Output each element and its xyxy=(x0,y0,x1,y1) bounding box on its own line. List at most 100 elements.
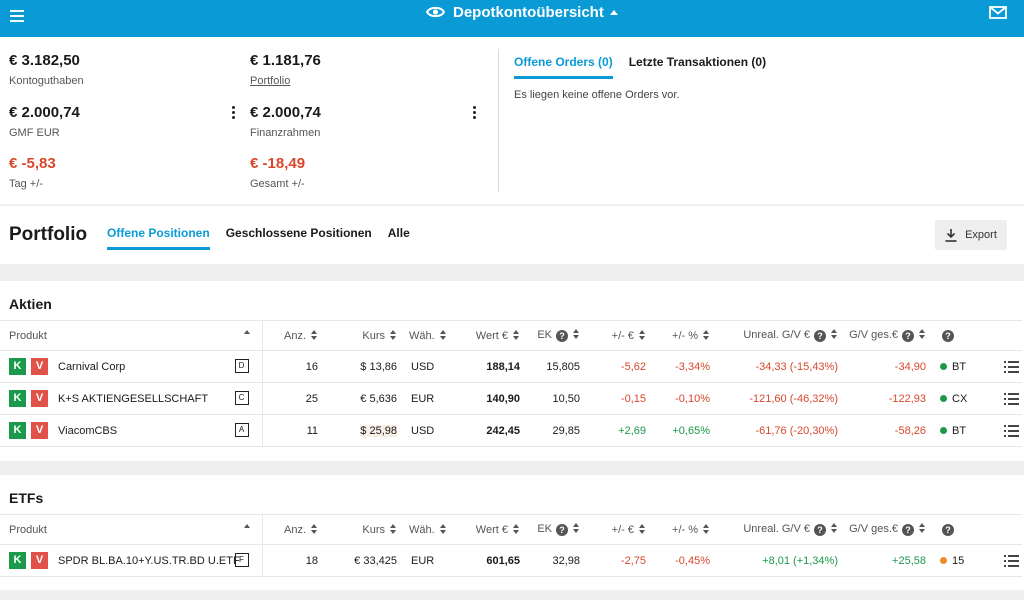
buy-button[interactable]: K xyxy=(9,358,26,375)
buy-button[interactable]: K xyxy=(9,390,26,407)
export-button[interactable]: Export xyxy=(935,220,1007,250)
hamburger-icon[interactable] xyxy=(8,6,28,30)
orders-tabs: Offene Orders (0) Letzte Transaktionen (… xyxy=(514,55,782,79)
buy-button[interactable]: K xyxy=(9,552,26,569)
product-name[interactable]: ViacomCBS xyxy=(58,424,118,437)
cell-plus-minus-pct: -0,45% xyxy=(652,544,716,577)
finanzrahmen-more-icon[interactable] xyxy=(471,106,477,122)
table-row[interactable]: K V ViacomCBS A 11 $ 25,98 USD 242,45 29,85… xyxy=(0,414,1022,447)
column-header-kurs[interactable]: Kurs xyxy=(324,514,403,545)
list-menu-icon[interactable] xyxy=(1004,360,1019,373)
cell-waehrung: USD xyxy=(403,414,454,447)
cell-kurs: € 33,425 xyxy=(324,544,403,577)
help-icon: ? xyxy=(556,330,568,342)
total-change-label: Gesamt +/- xyxy=(250,178,305,190)
download-icon xyxy=(945,228,957,242)
table-row[interactable]: K V K+S AKTIENGESELLSCHAFT C 25 € 5,636 EUR… xyxy=(0,382,1022,415)
cell-ek: 29,85 xyxy=(526,414,586,447)
gmf-more-icon[interactable] xyxy=(230,106,236,122)
portfolio-tabs: Offene Positionen Geschlossene Positione… xyxy=(107,226,426,250)
column-header-plus-minus-pct[interactable]: +/- % xyxy=(652,320,716,351)
cell-plus-minus-eur: +2,69 xyxy=(586,414,652,447)
tab-recent-transactions[interactable]: Letzte Transaktionen (0) xyxy=(628,55,767,69)
help-icon: ? xyxy=(902,330,914,342)
tab-open-orders[interactable]: Offene Orders (0) xyxy=(514,55,613,79)
empty-orders-message: Es liegen keine offene Orders vor. xyxy=(514,89,680,101)
finanzrahmen-label: Finanzrahmen xyxy=(250,127,321,139)
product-name[interactable]: K+S AKTIENGESELLSCHAFT xyxy=(58,392,209,405)
cell-kurs: $ 25,98 xyxy=(324,414,403,447)
help-icon: ? xyxy=(942,524,954,536)
cell-ek: 32,98 xyxy=(526,544,586,577)
cell-kurs: $ 13,86 xyxy=(324,350,403,383)
column-header-wert[interactable]: Wert € xyxy=(454,320,526,351)
row-menu[interactable] xyxy=(1004,382,1022,415)
cell-exchange: 15 xyxy=(932,544,1004,577)
row-menu[interactable] xyxy=(1004,350,1022,383)
cell-waehrung: EUR xyxy=(403,544,454,577)
mail-icon[interactable] xyxy=(989,6,1007,19)
column-header-gv-ges[interactable]: G/V ges.€? xyxy=(844,514,932,545)
product-name[interactable]: Carnival Corp xyxy=(58,360,126,373)
gmf-label: GMF EUR xyxy=(9,127,60,139)
cell-waehrung: EUR xyxy=(403,382,454,415)
column-header-status[interactable]: ? xyxy=(932,514,1004,545)
table-row[interactable]: K V SPDR BL.BA.10+Y.US.TR.BD U.ETF F 18 € 3… xyxy=(0,544,1022,577)
table-row[interactable]: K V Carnival Corp D 16 $ 13,86 USD 188,14 1… xyxy=(0,350,1022,383)
day-change-label: Tag +/- xyxy=(9,178,43,190)
cell-wert: 242,45 xyxy=(454,414,526,447)
column-header-gv-ges[interactable]: G/V ges.€? xyxy=(844,320,932,351)
column-header-wert[interactable]: Wert € xyxy=(454,514,526,545)
column-header-plus-minus-pct[interactable]: +/- % xyxy=(652,514,716,545)
list-menu-icon[interactable] xyxy=(1004,392,1019,405)
status-dot xyxy=(940,556,947,564)
help-icon: ? xyxy=(556,524,568,536)
caret-up-icon xyxy=(609,9,618,15)
total-change-value: € -18,49 xyxy=(250,155,306,172)
page-title-dropdown[interactable]: Depotkontoübersicht xyxy=(426,0,618,24)
day-change-block: € -5,83 Tag +/- xyxy=(9,155,56,190)
buy-button[interactable]: K xyxy=(9,422,26,439)
column-header-kurs[interactable]: Kurs xyxy=(324,320,403,351)
column-header-ek[interactable]: EK? xyxy=(526,514,586,545)
tab-closed-positions[interactable]: Geschlossene Positionen xyxy=(225,226,372,240)
account-summary: € 3.182,50 Kontoguthaben € 1.181,76 Port… xyxy=(0,37,1024,204)
status-dot xyxy=(940,362,947,370)
list-menu-icon[interactable] xyxy=(1004,424,1019,437)
cell-wert: 601,65 xyxy=(454,544,526,577)
list-menu-icon[interactable] xyxy=(1004,554,1019,567)
column-header-status[interactable]: ? xyxy=(932,320,1004,351)
tab-open-positions[interactable]: Offene Positionen xyxy=(107,226,210,250)
row-menu[interactable] xyxy=(1004,544,1022,577)
product-name[interactable]: SPDR BL.BA.10+Y.US.TR.BD U.ETF xyxy=(58,554,240,567)
sell-button[interactable]: V xyxy=(31,422,48,439)
cell-plus-minus-pct: -0,10% xyxy=(652,382,716,415)
column-header-unreal[interactable]: Unreal. G/V €? xyxy=(716,320,844,351)
cell-plus-minus-pct: -3,34% xyxy=(652,350,716,383)
column-header-waehrung[interactable]: Wäh. xyxy=(403,320,454,351)
balance-block: € 3.182,50 Kontoguthaben xyxy=(9,52,84,87)
column-header-produkt[interactable]: Produkt xyxy=(0,514,263,545)
column-header-ek[interactable]: EK? xyxy=(526,320,586,351)
column-header-waehrung[interactable]: Wäh. xyxy=(403,514,454,545)
column-header-plus-minus-eur[interactable]: +/- € xyxy=(586,514,652,545)
column-header-anz[interactable]: Anz. xyxy=(262,320,324,351)
balance-value: € 3.182,50 xyxy=(9,52,80,69)
cell-plus-minus-eur: -2,75 xyxy=(586,544,652,577)
cell-anz: 25 xyxy=(262,382,324,415)
cell-gv-ges: +25,58 xyxy=(844,544,932,577)
column-header-anz[interactable]: Anz. xyxy=(262,514,324,545)
cell-unreal: -34,33 (-15,43%) xyxy=(716,350,844,383)
column-header-unreal[interactable]: Unreal. G/V €? xyxy=(716,514,844,545)
finanzrahmen-block: € 2.000,74 Finanzrahmen xyxy=(250,104,321,139)
column-header-plus-minus-eur[interactable]: +/- € xyxy=(586,320,652,351)
cell-plus-minus-pct: +0,65% xyxy=(652,414,716,447)
row-menu[interactable] xyxy=(1004,414,1022,447)
sell-button[interactable]: V xyxy=(31,358,48,375)
portfolio-link[interactable]: Portfolio xyxy=(250,75,291,87)
cell-waehrung: USD xyxy=(403,350,454,383)
sell-button[interactable]: V xyxy=(31,552,48,569)
tab-all[interactable]: Alle xyxy=(387,226,410,240)
column-header-produkt[interactable]: Produkt xyxy=(0,320,263,351)
sell-button[interactable]: V xyxy=(31,390,48,407)
